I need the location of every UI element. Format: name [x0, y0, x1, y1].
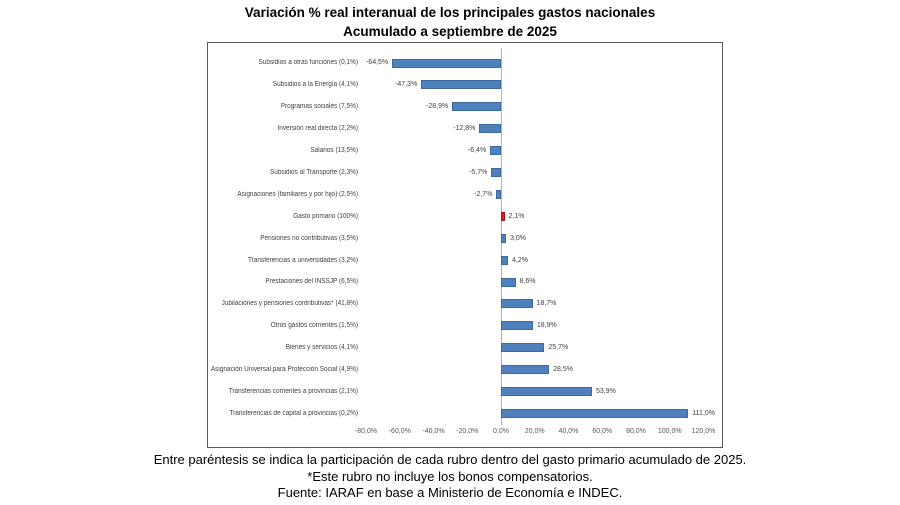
bar-row: Asignación Universal para Protección Soc… [208, 359, 722, 381]
bar-row: Prestaciones del INSSJP (6,5%) 8,6% [208, 271, 722, 293]
bar-row: Transferencias corrientes a provincias (… [208, 381, 722, 403]
bar-row: Otros gastos corrientes (1,5%) 18,9% [208, 315, 722, 337]
category-label: Transferencias a universidades (3,2%) [247, 256, 358, 264]
bar [491, 168, 501, 177]
footnote-asterisk: *Este rubro no incluye los bonos compens… [307, 468, 593, 484]
value-label: -47,3% [394, 81, 418, 89]
x-axis-tick-label: 80,0% [626, 428, 646, 435]
x-axis-tick-label: 20,0% [524, 428, 545, 435]
category-label: Programas sociales (7,5%) [280, 103, 358, 111]
x-axis-tick-label: -60,0% [388, 428, 411, 435]
category-label: Otros gastos corrientes (1,5%) [270, 322, 358, 330]
x-axis-tick-label: -20,0% [456, 428, 479, 435]
bar-row: Transferencias a universidades (3,2%) 4,2… [208, 249, 722, 271]
bar [501, 321, 533, 331]
footnote-participation: Entre paréntesis se indica la participac… [153, 452, 747, 467]
category-label: Prestaciones del INSSJP (6,5%) [265, 278, 358, 286]
category-label: Subsidios al Transporte (2,3%) [269, 168, 358, 176]
x-axis-tick-label: 120,0% [691, 428, 716, 435]
bar-row: Subsidios a la Energía (4,1%) -47,3% [208, 74, 722, 96]
value-label: 4,2% [512, 256, 529, 264]
bar-row: Gasto primario (100%) 2,1% [208, 205, 722, 227]
x-axis-tick-label: -40,0% [422, 428, 445, 435]
bar-row: Pensiones no contributivas (3,5%) 3,0% [208, 227, 722, 249]
bar-row: Asignaciones (familiares y por hijo) (2,… [208, 183, 722, 205]
bar [392, 58, 501, 68]
x-axis-tick-label: 0,0% [493, 428, 509, 435]
value-label: -28,9% [426, 103, 449, 111]
category-label: Transferencias corrientes a provincias (… [228, 387, 358, 395]
category-label: Inversión real directa (2,2%) [277, 125, 358, 133]
footnote-source: Fuente: IARAF en base a Ministerio de Ec… [277, 485, 623, 500]
bar [501, 255, 509, 265]
value-label: 25,7% [548, 344, 569, 352]
value-label: 8,6% [519, 278, 536, 286]
bar [490, 146, 501, 156]
bar-row: Jubilaciones y pensiones contributivas* … [208, 293, 722, 315]
x-axis-tick-label: 100,0% [657, 428, 682, 435]
chart-plot-area: Subsidios a otras funciones (0,1%) -64,5%… [207, 42, 723, 448]
value-label: 28,5% [553, 366, 573, 374]
value-label: 111,0% [692, 409, 716, 417]
category-label: Asignación Universal para Protección Soc… [210, 366, 358, 374]
highlight-bar [501, 211, 505, 221]
value-label: -6,4% [467, 147, 487, 155]
category-label: Salarios (13,5%) [310, 147, 358, 155]
value-label: 2,1% [508, 212, 525, 220]
bar [501, 387, 592, 396]
category-label: Pensiones no contributivas (3,5%) [260, 234, 358, 242]
bar [501, 343, 545, 353]
x-axis-tick-label: 60,0% [592, 428, 613, 435]
chart-footnotes: Entre paréntesis se indica la participac… [0, 452, 900, 502]
bar-row: Subsidios a otras funciones (0,1%) -64,5% [208, 52, 722, 74]
category-label: Jubilaciones y pensiones contributivas* … [221, 300, 358, 308]
bar-row: Transferencias de capital a provincias (… [208, 402, 722, 424]
chart-title-line2: Acumulado a septiembre de 2025 [343, 24, 557, 39]
category-label: Asignaciones (familiares y por hijo) (2,… [237, 190, 358, 198]
x-axis-tick-label: -80,0% [354, 428, 378, 435]
value-label: 18,9% [536, 322, 557, 330]
bar-row: Inversión real directa (2,2%) -12,8% [208, 118, 722, 140]
value-label: -2,7% [474, 190, 493, 198]
bar [501, 408, 689, 418]
category-label: Bienes y servicios (4,1%) [285, 344, 358, 352]
bar [501, 277, 516, 287]
category-label: Gasto primario (100%) [293, 212, 358, 220]
category-label: Subsidios a la Energía (4,1%) [272, 81, 358, 89]
value-label: 3,0% [510, 234, 527, 242]
chart-title: Variación % real interanual de los princ… [0, 3, 900, 41]
bar [501, 233, 507, 243]
bar [496, 189, 501, 199]
bar-row: Bienes y servicios (4,1%) 25,7% [208, 337, 722, 359]
category-label: Transferencias de capital a provincias (… [229, 409, 358, 417]
category-label: Subsidios a otras funciones (0,1%) [258, 59, 358, 67]
value-label: -5,7% [469, 168, 488, 176]
bar [421, 80, 501, 90]
value-label: 53,9% [595, 387, 616, 395]
value-label: -64,5% [365, 59, 389, 67]
bar-row: Programas sociales (7,5%) -28,9% [208, 96, 722, 118]
bar [501, 299, 533, 309]
bar [452, 102, 501, 112]
value-label: -12,8% [453, 125, 476, 133]
bar [479, 124, 501, 134]
bar-row: Subsidios al Transporte (2,3%) -5,7% [208, 162, 722, 184]
bar [501, 365, 550, 375]
chart-title-line1: Variación % real interanual de los princ… [244, 5, 656, 20]
bar-row: Salarios (13,5%) -6,4% [208, 140, 722, 162]
x-axis-tick-label: 40,0% [558, 428, 579, 435]
value-label: 18,7% [536, 300, 557, 308]
